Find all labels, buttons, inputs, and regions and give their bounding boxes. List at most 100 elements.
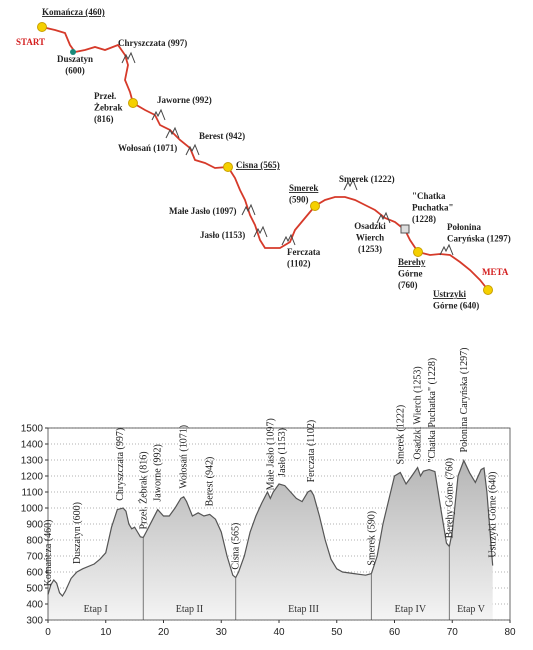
mountain-icon — [343, 178, 358, 191]
mountain-icon — [376, 211, 391, 224]
annotation: Osadzki Wierch (1253) — [413, 366, 424, 459]
x-tick-label: 70 — [447, 627, 459, 638]
waypoint — [70, 49, 76, 55]
annotation: "Chatka Puchatka" (1228) — [427, 358, 438, 463]
plot-frame — [47, 427, 511, 621]
mountain-icon — [439, 243, 454, 256]
y-tick-label: 1100 — [21, 488, 43, 499]
place-label: (600) — [65, 66, 85, 76]
meta-label: META — [482, 267, 509, 277]
mountain-icon — [253, 225, 268, 238]
place-label: Berehy — [398, 257, 426, 267]
annotation: Chryszczata (997) — [115, 428, 126, 501]
y-tick-label: 300 — [26, 616, 43, 627]
place-label: Ferczata — [287, 247, 321, 257]
town-marker — [310, 201, 320, 211]
place-label: Berest (942) — [199, 131, 245, 141]
annotation: Komańcza (460) — [43, 519, 54, 586]
annotation: Berehy Górne (760) — [444, 458, 455, 539]
place-label: (1228) — [412, 214, 436, 224]
mountain-icon — [185, 143, 200, 156]
place-label: Ustrzyki — [433, 289, 466, 299]
place-label: Górne (640) — [433, 301, 479, 311]
mountain-icon — [165, 126, 180, 139]
place-label: Połonina — [447, 222, 482, 232]
towns — [37, 22, 493, 295]
place-label: Caryńska (1297) — [447, 234, 511, 244]
place-label: Komańcza (460) — [42, 7, 105, 17]
annotation: Smerek (590) — [366, 511, 377, 566]
annotation: Duszatyn (600) — [72, 502, 83, 564]
place-label: Duszatyn — [57, 54, 93, 64]
stage-label: Etap I — [84, 604, 108, 615]
elevation-profile: 3004005006007008009001000110012001300140… — [21, 347, 516, 638]
mountain-icon — [151, 108, 166, 121]
annotation: Jasło (1153) — [277, 428, 288, 477]
place-label: Smerek (1222) — [339, 174, 395, 184]
annotation: Wołosań (1071) — [179, 425, 190, 489]
annotation: Ferczata (1102) — [306, 420, 317, 483]
place-label: (816) — [94, 114, 114, 124]
place-label: Jasło (1153) — [200, 230, 245, 240]
shelter-icon — [400, 224, 410, 234]
annotation: Ustrzyki Górne (640) — [488, 472, 499, 558]
y-tick-label: 1500 — [21, 424, 44, 435]
route-map: START META Komańcza (460) Duszatyn (600) Ch… — [16, 7, 511, 311]
y-tick-label: 800 — [26, 536, 43, 547]
stage-label: Etap IV — [395, 604, 427, 615]
town-marker — [223, 162, 233, 172]
place-label: Puchatka" — [412, 203, 454, 213]
y-tick-label: 1300 — [21, 456, 44, 467]
mountain-icon — [241, 203, 256, 216]
y-tick-label: 600 — [26, 568, 43, 579]
place-label: Jaworne (992) — [157, 95, 212, 105]
mountain-icon — [121, 51, 136, 64]
stage-label: Etap II — [176, 604, 204, 615]
place-label: Osadzki — [354, 221, 386, 231]
place-label: Żebrak — [94, 103, 123, 113]
place-label: (1253) — [358, 244, 382, 254]
annotation: Cisna (565) — [231, 523, 242, 570]
y-tick-label: 500 — [26, 584, 43, 595]
profile-line — [47, 458, 494, 598]
y-tick-label: 1200 — [21, 472, 44, 483]
x-tick-label: 80 — [504, 627, 516, 638]
place-label: (760) — [398, 280, 418, 290]
x-tick-label: 10 — [100, 627, 112, 638]
place-label: Górne — [398, 269, 423, 279]
place-label: Przeł. — [94, 91, 116, 101]
town-marker — [37, 22, 47, 32]
y-tick-label: 1400 — [21, 440, 44, 451]
annotation: Połonina Caryńska (1297) — [459, 347, 470, 452]
annotation: Jaworne (992) — [153, 444, 164, 501]
place-label: Wołosań (1071) — [118, 143, 177, 153]
stage-label: Etap V — [457, 604, 486, 615]
place-label: (590) — [289, 195, 309, 205]
x-tick-label: 60 — [389, 627, 401, 638]
annotation: Berest (942) — [205, 457, 216, 507]
place-label: (1102) — [287, 259, 311, 269]
town-marker — [413, 247, 423, 257]
place-label: Wierch — [356, 233, 384, 243]
place-label: "Chatka — [412, 191, 446, 201]
stage-label: Etap III — [288, 604, 319, 615]
place-label: Chryszczata (997) — [118, 38, 187, 48]
mountain-icons — [121, 51, 454, 256]
y-tick-label: 700 — [26, 552, 43, 563]
annotation: Smerek (1222) — [395, 405, 406, 465]
place-label: Smerek — [289, 183, 318, 193]
place-label: Cisna (565) — [236, 160, 280, 170]
y-tick-label: 900 — [26, 520, 43, 531]
town-marker — [128, 98, 138, 108]
y-tick-label: 400 — [26, 600, 43, 611]
x-tick-label: 30 — [216, 627, 228, 638]
town-marker — [483, 285, 493, 295]
place-label: Małe Jasło (1097) — [169, 206, 237, 216]
x-tick-label: 0 — [45, 627, 51, 638]
annotation: Małe Jasło (1097) — [265, 418, 276, 490]
annotation: Przeł. Żebrak (816) — [137, 451, 149, 529]
mountain-icon — [281, 233, 296, 246]
x-tick-label: 50 — [331, 627, 343, 638]
x-tick-label: 40 — [273, 627, 285, 638]
